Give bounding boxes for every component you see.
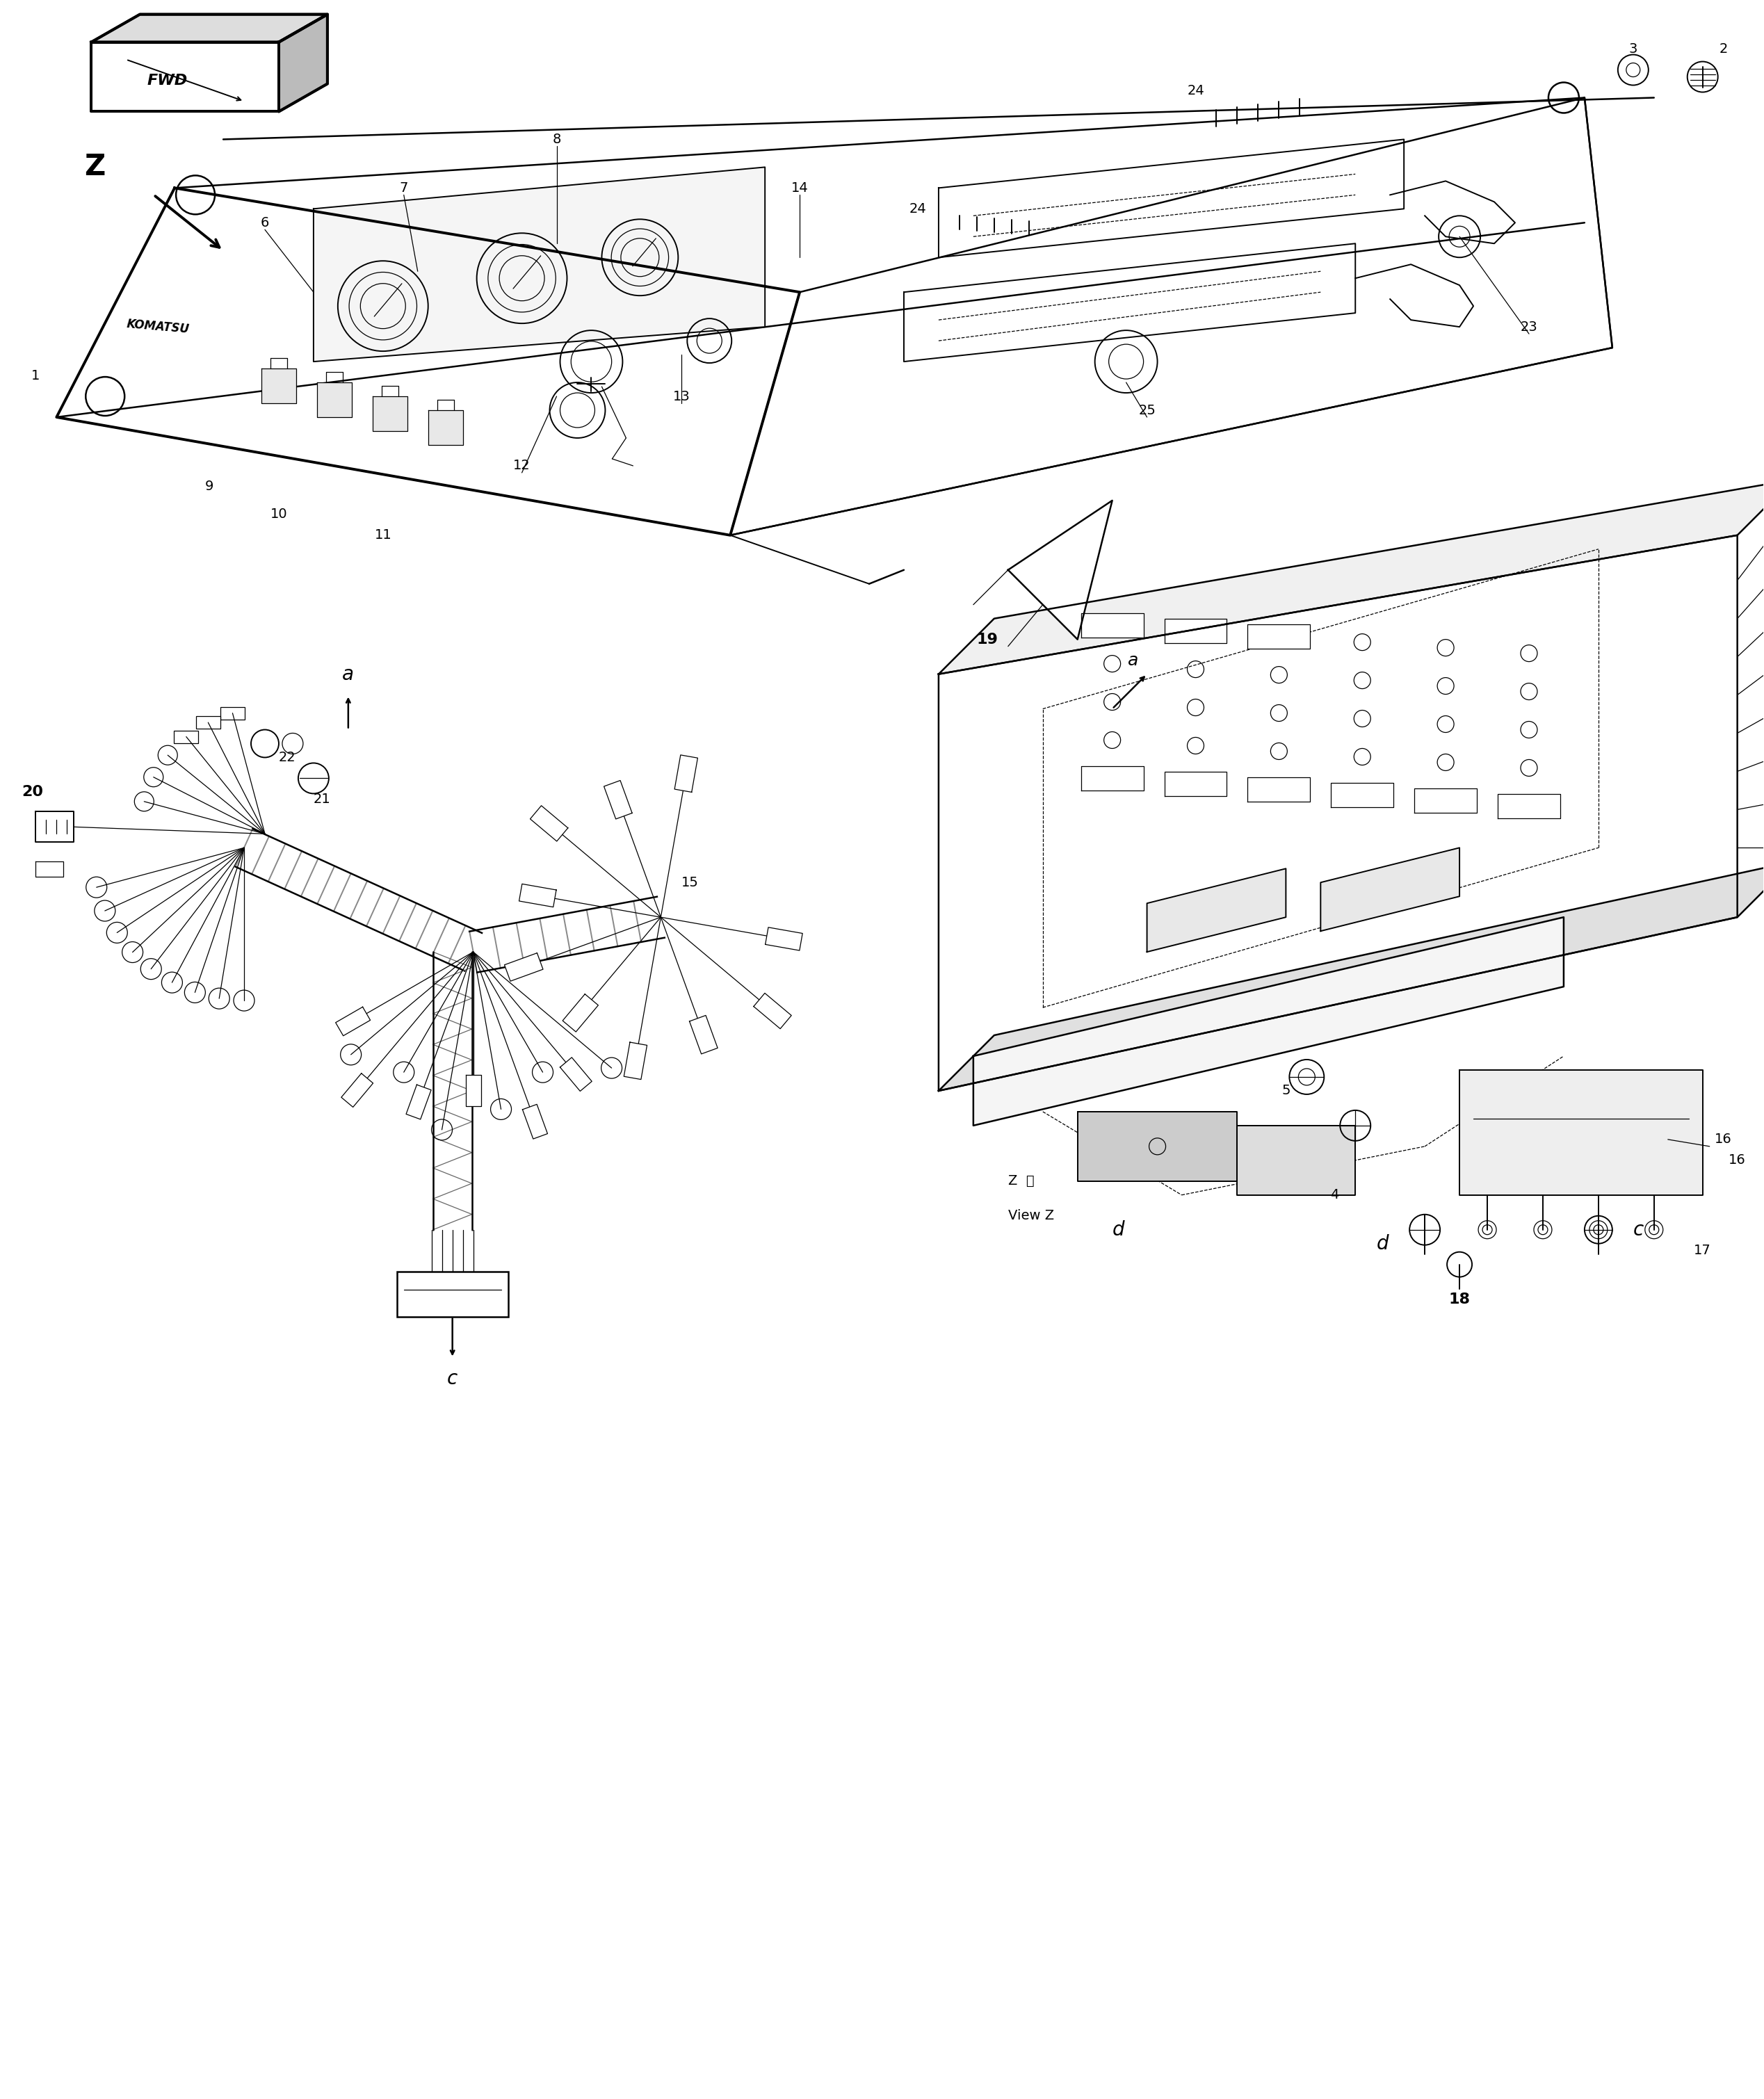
Bar <box>175 730 198 743</box>
Polygon shape <box>1081 766 1143 791</box>
Polygon shape <box>1164 619 1226 642</box>
Text: FWD: FWD <box>146 73 187 88</box>
Text: 9: 9 <box>205 481 213 493</box>
Polygon shape <box>35 861 64 877</box>
Polygon shape <box>519 884 556 907</box>
Text: a: a <box>1127 653 1138 670</box>
Polygon shape <box>92 15 328 42</box>
Text: 25: 25 <box>1138 403 1155 418</box>
Text: 22: 22 <box>279 751 296 764</box>
Bar <box>196 716 220 728</box>
Text: 20: 20 <box>21 785 44 800</box>
Text: 19: 19 <box>977 632 998 646</box>
Bar <box>397 1272 508 1316</box>
Polygon shape <box>314 168 766 361</box>
Text: d: d <box>1113 1220 1124 1238</box>
Polygon shape <box>1147 869 1286 953</box>
Polygon shape <box>92 42 279 111</box>
Text: 5: 5 <box>1281 1085 1289 1098</box>
Polygon shape <box>974 917 1563 1125</box>
Text: c: c <box>1633 1220 1644 1238</box>
Text: 3: 3 <box>1628 42 1637 57</box>
Polygon shape <box>372 397 407 430</box>
Polygon shape <box>1078 1112 1237 1182</box>
Polygon shape <box>624 1043 647 1079</box>
Text: 13: 13 <box>674 390 690 403</box>
Text: 12: 12 <box>513 460 531 472</box>
Text: 7: 7 <box>399 181 407 195</box>
Polygon shape <box>690 1016 718 1054</box>
Polygon shape <box>753 993 792 1029</box>
Text: 16: 16 <box>1729 1154 1746 1167</box>
Polygon shape <box>1459 1070 1702 1194</box>
Text: 21: 21 <box>314 793 330 806</box>
Polygon shape <box>1321 848 1459 932</box>
Text: View Z: View Z <box>1007 1209 1055 1222</box>
Polygon shape <box>335 1008 370 1035</box>
Text: 10: 10 <box>270 508 288 521</box>
Polygon shape <box>56 189 799 535</box>
Polygon shape <box>522 1104 547 1140</box>
Text: a: a <box>342 665 355 684</box>
Bar <box>220 707 245 720</box>
Polygon shape <box>406 1085 430 1119</box>
Text: 11: 11 <box>374 529 392 542</box>
Polygon shape <box>429 409 462 445</box>
Polygon shape <box>938 861 1764 1091</box>
Text: 8: 8 <box>552 132 561 147</box>
Polygon shape <box>1081 613 1143 638</box>
Text: 23: 23 <box>1521 321 1538 334</box>
Text: 17: 17 <box>1693 1245 1711 1257</box>
Polygon shape <box>466 1075 482 1106</box>
Text: 6: 6 <box>261 216 270 229</box>
Polygon shape <box>603 781 632 819</box>
Text: 1: 1 <box>32 369 41 382</box>
Text: c: c <box>446 1369 457 1390</box>
Polygon shape <box>35 812 74 842</box>
Polygon shape <box>1247 626 1311 649</box>
Polygon shape <box>674 756 699 791</box>
Polygon shape <box>938 481 1764 674</box>
Text: Z  視: Z 視 <box>1007 1175 1034 1188</box>
Text: d: d <box>1376 1234 1388 1253</box>
Text: 18: 18 <box>1448 1293 1471 1306</box>
Text: KOMATSU: KOMATSU <box>125 317 191 336</box>
Polygon shape <box>318 382 351 418</box>
Polygon shape <box>1415 789 1476 812</box>
Polygon shape <box>340 1073 372 1106</box>
Polygon shape <box>1164 772 1226 796</box>
Text: 14: 14 <box>790 181 808 195</box>
Polygon shape <box>1332 783 1394 808</box>
Polygon shape <box>1007 500 1113 640</box>
Polygon shape <box>279 15 328 111</box>
Polygon shape <box>1237 1125 1355 1194</box>
Polygon shape <box>766 928 803 951</box>
Polygon shape <box>563 995 598 1033</box>
Polygon shape <box>1498 793 1559 819</box>
Text: 2: 2 <box>1720 42 1727 57</box>
Polygon shape <box>559 1058 593 1091</box>
Polygon shape <box>531 806 568 842</box>
Text: 15: 15 <box>681 875 699 890</box>
Text: Z: Z <box>85 153 106 183</box>
Polygon shape <box>938 535 1738 1091</box>
Polygon shape <box>1247 777 1311 802</box>
Polygon shape <box>261 369 296 403</box>
Text: 4: 4 <box>1330 1188 1339 1201</box>
Polygon shape <box>730 99 1612 535</box>
Polygon shape <box>505 953 543 980</box>
Text: 24: 24 <box>908 202 926 216</box>
Text: 24: 24 <box>1187 84 1205 97</box>
Text: 16: 16 <box>1715 1133 1732 1146</box>
